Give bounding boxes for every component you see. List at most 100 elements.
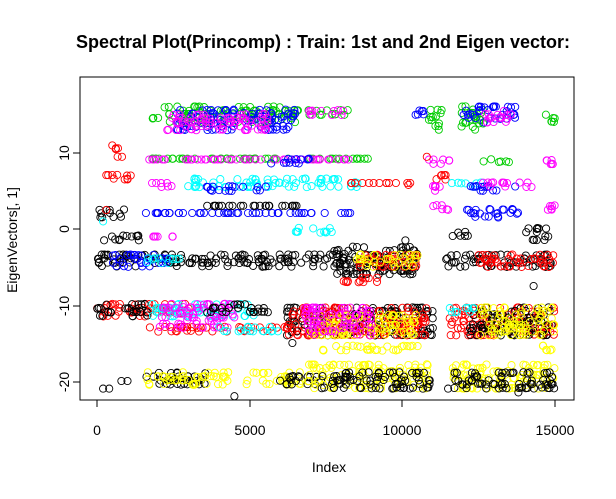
data-point-black-820 [100,236,109,245]
data-point-blue-760 [188,208,197,218]
data-point-magenta-1575 [204,316,213,325]
data-point-magenta-1605 [160,303,169,312]
data-point-magenta-296 [306,106,315,115]
data-point-magenta-832 [153,232,162,241]
data-point-red-1928 [398,303,407,312]
data-point-magenta-230 [260,109,269,119]
data-point-black-968 [216,250,226,259]
data-point-magenta-2122 [340,317,349,326]
data-point-yellow-2054 [381,330,390,339]
data-point-black-2624 [309,376,318,385]
data-point-red-1337 [505,262,514,271]
chart-title: Spectral Plot(Princomp) : Train: 1st and… [76,32,570,52]
data-point-cyan-1072 [148,255,157,264]
data-point-yellow-2445 [500,303,509,312]
data-point-yellow-1222 [405,250,414,259]
data-point-red-1335 [536,258,546,267]
data-point-red-409 [113,170,122,179]
data-point-black-2781 [356,384,365,393]
data-point-cyan-842 [321,228,330,237]
data-point-blue-515 [304,154,313,164]
data-point-yellow-2455 [537,310,546,319]
data-point-blue-802 [498,205,507,214]
data-point-yellow-2406 [543,307,552,316]
data-point-yellow-2448 [496,310,505,319]
data-point-yellow-2658 [414,384,423,393]
data-point-red-1352 [341,277,351,287]
data-point-black-1647 [257,307,266,316]
data-point-red-1351 [364,274,373,283]
data-point-black-2984 [547,379,556,388]
data-point-cyan-618 [284,182,293,191]
data-point-blue-144 [286,115,296,125]
data-point-magenta-482 [339,155,348,164]
data-point-yellow-2479 [413,342,422,351]
data-point-black-2977 [529,384,538,393]
data-point-blue-741 [222,208,231,218]
data-point-black-1649 [209,303,218,312]
data-point-black-868 [534,224,543,233]
data-point-green-34 [160,103,169,112]
data-point-cyan-1067 [143,258,152,267]
data-point-yellow-1218 [386,254,395,264]
data-point-blue-725 [297,208,306,218]
data-point-magenta-237 [219,122,228,131]
data-point-blue-166 [272,125,281,134]
data-point-yellow-2418 [539,327,548,336]
data-point-cyan-2371 [461,304,470,313]
data-point-blue-732 [178,208,188,218]
data-point-black-1266 [503,250,512,259]
y-axis-label: EigenVectors[, 1] [4,187,20,293]
data-point-yellow-2457 [487,327,496,336]
data-point-yellow-2572 [198,372,207,381]
data-point-magenta-642 [439,155,448,164]
data-point-cyan-2367 [447,308,457,317]
data-point-black-997 [309,258,318,267]
data-point-magenta-1592 [157,312,166,322]
data-point-blue-672 [477,182,486,191]
data-point-magenta-1578 [230,313,239,322]
data-point-green-437 [151,154,160,163]
data-point-black-782 [265,201,274,210]
data-point-red-410 [123,174,132,183]
data-point-yellow-2491 [546,346,555,355]
data-point-blue-522 [267,159,276,168]
data-point-black-2964 [468,376,477,385]
data-point-magenta-261 [163,126,172,135]
data-point-magenta-692 [523,178,532,187]
data-point-blue-591 [224,182,234,191]
data-point-magenta-2092 [316,314,325,323]
data-point-cyan-562 [248,174,257,183]
data-point-magenta-2145 [304,327,314,336]
data-point-black-1001 [261,250,270,259]
data-point-red-1336 [484,262,493,271]
data-point-black-830 [132,231,141,241]
data-point-cyan-664 [454,178,463,187]
data-point-magenta-693 [499,178,508,187]
data-point-cyan-616 [316,174,325,183]
data-point-yellow-1231 [370,250,379,259]
data-point-blue-103 [203,125,212,135]
data-point-black-1410 [137,300,146,309]
data-point-yellow-2050 [389,311,398,320]
data-point-magenta-2104 [318,303,327,312]
data-point-blue-519 [285,158,294,167]
data-point-yellow-2603 [249,368,258,377]
data-point-black-861 [542,224,551,233]
data-point-green-287 [315,110,324,119]
data-point-blue-379 [476,102,485,111]
data-point-black-2622 [287,372,296,381]
data-point-yellow-1233 [410,251,420,260]
data-point-cyan-608 [326,182,335,191]
data-point-blue-374 [490,102,499,111]
data-point-red-1347 [373,273,382,282]
data-point-black-3007 [529,281,538,291]
data-point-blue-159 [176,106,185,115]
data-point-black-778 [288,201,297,210]
data-point-black-1276 [452,251,461,260]
data-point-red-2999 [102,205,111,215]
data-point-red-1860 [293,330,302,339]
data-point-black-1388 [98,311,107,320]
data-point-cyan-533 [233,175,242,184]
data-point-magenta-274 [190,117,199,126]
